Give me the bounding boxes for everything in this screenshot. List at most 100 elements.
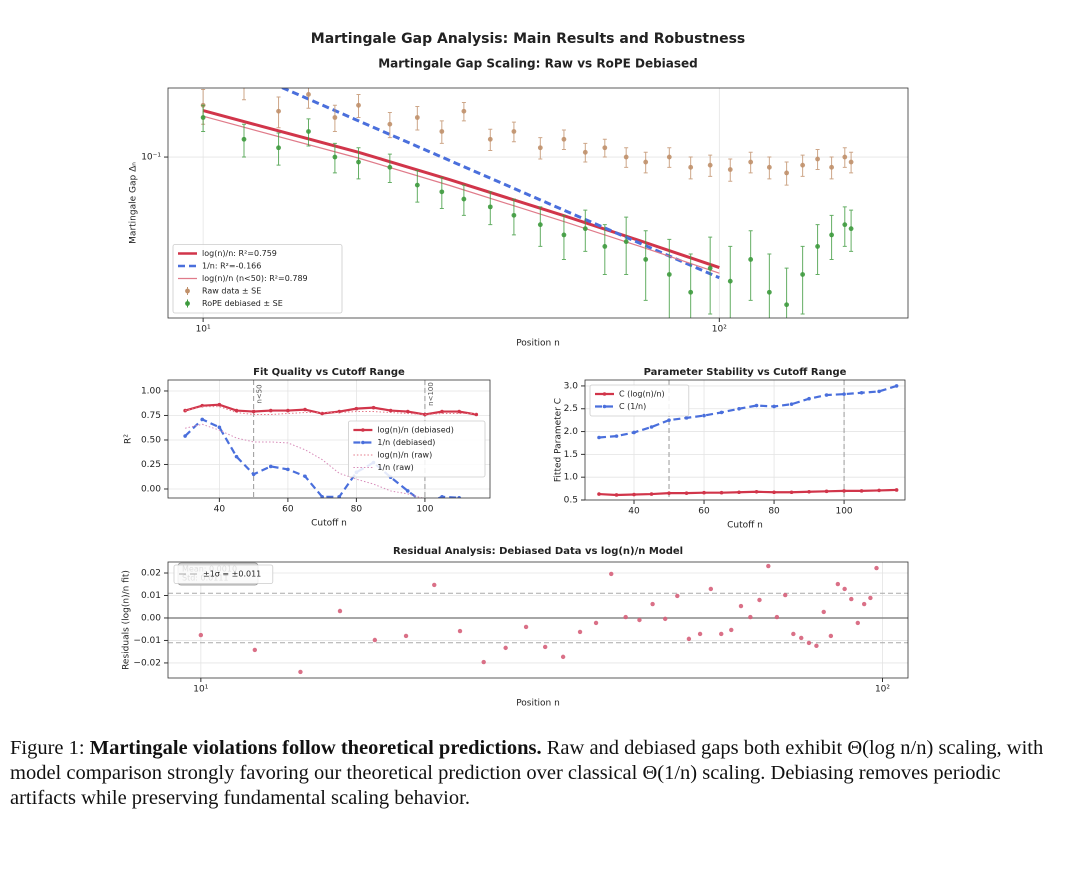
error-bar (767, 253, 772, 318)
cutoff-label: n<100 (427, 382, 435, 406)
line-marker (371, 405, 376, 410)
data-point (814, 643, 819, 649)
legend-label: log(n)/n (n<50): R²=0.789 (202, 274, 308, 283)
line-marker (894, 488, 899, 492)
error-bar (667, 238, 672, 318)
plot-frame (167, 379, 491, 499)
data-point (707, 162, 713, 168)
data-point (623, 614, 628, 620)
y-tick-label: 0.00 (141, 484, 161, 494)
line-marker (217, 402, 222, 407)
error-bar (643, 230, 648, 301)
y-axis-label: Fitted Parameter C (554, 398, 564, 482)
legend-swatch-marker (602, 392, 607, 396)
data-point (582, 226, 588, 232)
line-marker (649, 425, 654, 429)
data-point (738, 603, 744, 609)
data-point (791, 631, 796, 637)
data-point (439, 129, 445, 134)
data-point (666, 272, 672, 277)
error-bar (688, 253, 693, 318)
data-point (748, 614, 753, 620)
line-marker (737, 406, 741, 411)
data-point (637, 617, 642, 623)
legend-label: 1/n (debiased) (377, 438, 435, 447)
data-point (719, 631, 724, 637)
chart: Martingale Gap Scaling: Raw vs RoPE Debi… (129, 57, 909, 349)
data-point (727, 167, 733, 172)
line-marker (719, 410, 724, 415)
legend: ±1σ = ±0.011 (173, 564, 274, 584)
data-point (298, 669, 303, 675)
data-point (306, 92, 311, 97)
y-tick-label: −0.02 (133, 658, 161, 668)
line-marker (754, 489, 759, 494)
figure: Martingale Gap Analysis: Main Results an… (122, 31, 909, 709)
data-point (748, 257, 754, 262)
data-point (537, 222, 543, 228)
line-marker (807, 396, 811, 401)
error-bar (624, 216, 629, 275)
x-axis-label: Position n (516, 339, 560, 349)
data-point (457, 628, 463, 634)
error-bar (241, 88, 246, 101)
x-tick-label: 10² (875, 685, 890, 695)
line-marker (303, 407, 307, 412)
y-tick-label: 2.0 (564, 427, 579, 437)
line-marker (702, 413, 706, 418)
error-bar (748, 230, 753, 301)
line-marker (772, 404, 776, 409)
legend: log(n)/n: R²=0.759 1/n: R²=-0.166 log(n)/n… (172, 244, 343, 314)
line-marker (877, 389, 881, 394)
data-point (821, 609, 826, 615)
line-marker (859, 390, 864, 395)
data-point (276, 108, 281, 114)
x-axis-label: Cutoff n (727, 521, 763, 531)
data-point (356, 102, 361, 108)
data-point (332, 115, 338, 120)
caption: Figure 1: Martingale violations follow t… (10, 736, 1060, 811)
caption-bold: Martingale violations follow theoretical… (89, 737, 542, 759)
legend-swatch-marker (361, 440, 365, 445)
legend-label: log(n)/n (raw) (377, 451, 432, 460)
data-point (842, 154, 848, 160)
data-point (542, 644, 548, 650)
data-point (784, 170, 790, 176)
data-point (461, 196, 467, 202)
data-point (861, 601, 867, 607)
data-point (849, 596, 854, 602)
legend: log(n)/n (debiased) 1/n (debiased) log(n)/… (347, 420, 486, 478)
line-marker (268, 464, 273, 469)
data-point (387, 164, 393, 170)
line-marker (667, 418, 671, 422)
caption-label: Figure 1: (10, 737, 85, 759)
line-marker (405, 409, 410, 414)
data-point (609, 571, 614, 577)
fit-line (185, 406, 477, 415)
chart-title: Parameter Stability vs Cutoff Range (644, 367, 847, 378)
line-marker (440, 495, 444, 498)
line-marker (200, 417, 205, 422)
data-point (252, 647, 258, 653)
data-point (874, 565, 879, 571)
legend-box (589, 384, 690, 417)
line-marker (440, 409, 444, 414)
data-point (727, 278, 733, 284)
data-point (842, 586, 847, 592)
y-axis-label: Residuals (log(n)/n fit) (122, 570, 132, 670)
fit-line (202, 115, 720, 274)
data-point (523, 624, 529, 630)
data-point (800, 162, 806, 168)
error-bar (829, 214, 834, 260)
line-marker (632, 492, 636, 497)
data-point (372, 637, 378, 643)
line-marker (632, 430, 636, 435)
data-point (276, 145, 281, 151)
line-marker (842, 489, 846, 493)
chart: Parameter Stability vs Cutoff Range Cutof… (554, 367, 906, 531)
data-point (356, 159, 361, 165)
plot-frame (584, 379, 906, 501)
plot-content (198, 563, 879, 675)
x-tick-label: 60 (698, 507, 710, 517)
line-marker (474, 412, 479, 417)
